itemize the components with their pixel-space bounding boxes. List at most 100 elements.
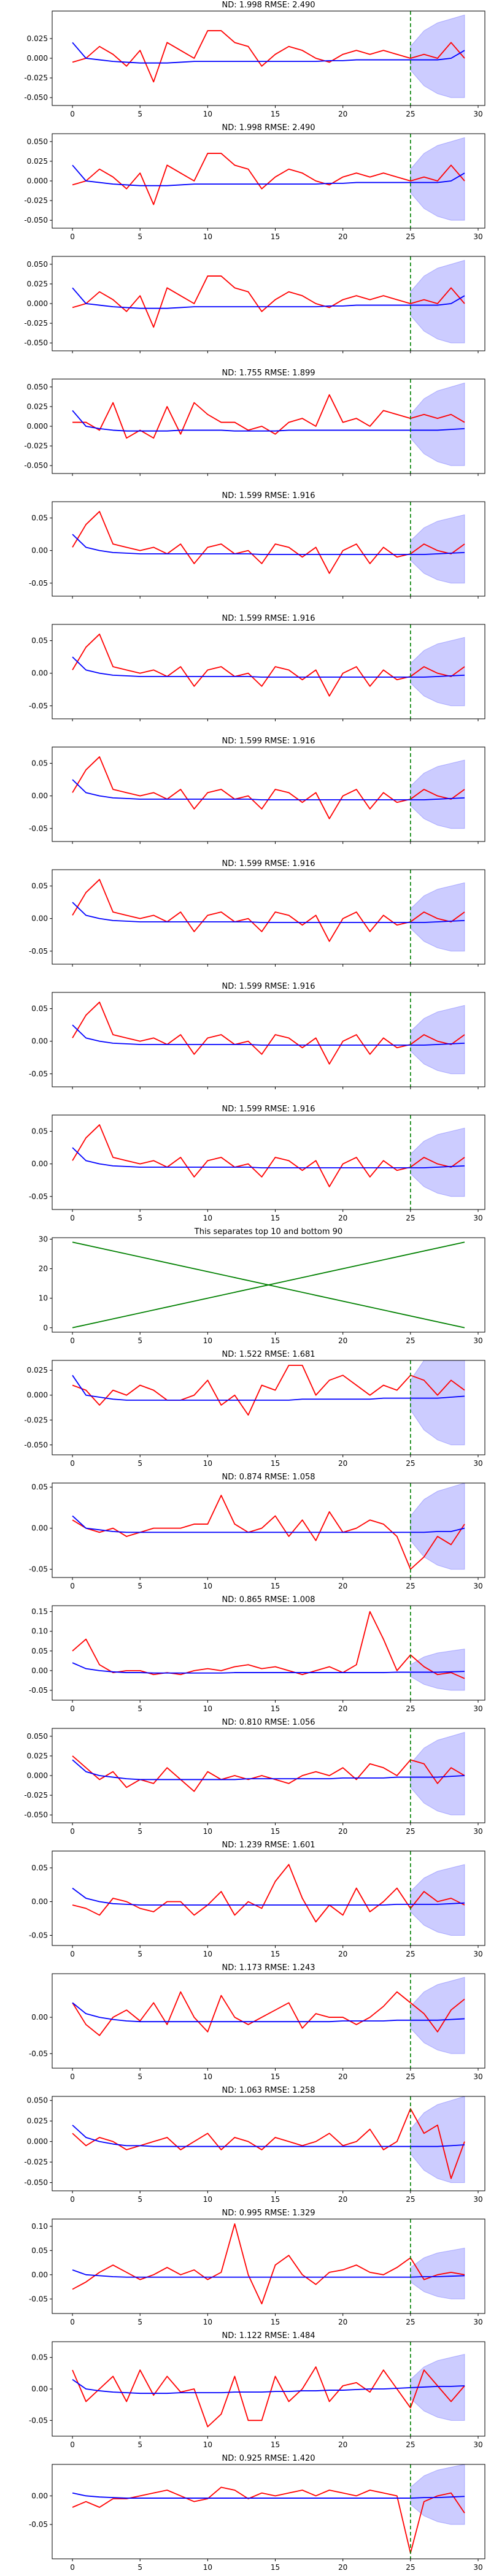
- x-tick-label: 15: [271, 110, 280, 118]
- actual-series-line: [72, 2108, 465, 2179]
- y-tick-label: -0.050: [24, 1441, 48, 1449]
- y-tick-label: -0.025: [24, 196, 48, 205]
- y-tick-label: 0.05: [31, 759, 48, 768]
- chart-title: ND: 0.995 RMSE: 1.329: [222, 2209, 315, 2218]
- x-tick-label: 25: [406, 1950, 415, 1958]
- x-tick-label: 15: [271, 1950, 280, 1958]
- prediction-series-line: [72, 1515, 465, 1533]
- x-tick-label: 15: [271, 1336, 280, 1345]
- x-tick-label: 0: [70, 1214, 75, 1222]
- x-tick-label: 25: [406, 1459, 415, 1468]
- plot-area: [72, 2219, 465, 2313]
- y-tick-label: 0.050: [27, 383, 48, 391]
- y-tick-label: 0.05: [31, 2353, 48, 2362]
- x-tick-label: 20: [338, 2563, 347, 2572]
- plot-area: [72, 1360, 465, 1455]
- axes-frame: [52, 1237, 485, 1333]
- actual-series-line: [72, 1611, 465, 1679]
- chart-svg: ND: 1.599 RMSE: 1.916 -0.05 0.00 0.05: [29, 491, 485, 599]
- x-tick-label: 25: [406, 1336, 415, 1345]
- x-tick-label: 20: [338, 2318, 347, 2326]
- plot-area: [72, 256, 465, 351]
- chart-svg: ND: 1.239 RMSE: 1.601 -0.05 0.00 0.05 0 5 10 15…: [29, 1841, 485, 1958]
- chart-title: ND: 1.755 RMSE: 1.899: [222, 369, 315, 378]
- x-tick-label: 10: [203, 1214, 212, 1222]
- x-tick-label: 0: [70, 2318, 75, 2326]
- actual-series-line: [72, 1002, 465, 1065]
- uncertainty-band: [410, 514, 465, 584]
- chart-panel: ND: 0.865 RMSE: 1.008 -0.05 0.00 0.05 0.10 0.…: [0, 1595, 491, 1717]
- x-tick-label: 5: [137, 2072, 142, 2081]
- y-tick-label: 0.000: [27, 2137, 48, 2146]
- y-tick-label: 30: [39, 1235, 48, 1243]
- x-tick-label: 5: [137, 2563, 142, 2572]
- y-tick-label: -0.05: [29, 2416, 48, 2425]
- x-tick-label: 25: [406, 1827, 415, 1836]
- prediction-series-line: [72, 2379, 465, 2394]
- x-tick-label: 30: [473, 1214, 482, 1222]
- y-tick-label: 0.00: [31, 1666, 48, 1675]
- chart-svg: ND: 1.522 RMSE: 1.681 -0.050 -0.025 0.000 0.…: [24, 1350, 485, 1468]
- y-tick-label: 0.05: [31, 1647, 48, 1655]
- prediction-series-line: [72, 1024, 465, 1046]
- x-tick-label: 0: [70, 2563, 75, 2572]
- x-tick-label: 10: [203, 1704, 212, 1713]
- uncertainty-band: [410, 1731, 465, 1815]
- x-tick-label: 15: [271, 2563, 280, 2572]
- y-tick-label: -0.05: [29, 2294, 48, 2303]
- uncertainty-band: [410, 1864, 465, 1936]
- y-tick-label: -0.050: [24, 2179, 48, 2187]
- x-tick-label: 5: [137, 1459, 142, 1468]
- uncertainty-band: [410, 637, 465, 707]
- prediction-series-line: [72, 779, 465, 800]
- plot-area: [72, 1241, 465, 1328]
- prediction-series-line: [72, 1374, 465, 1401]
- chart-title: ND: 1.063 RMSE: 1.258: [222, 2086, 315, 2095]
- axes-frame: [52, 2464, 485, 2559]
- y-tick-label: -0.025: [24, 74, 48, 82]
- y-tick-label: 0.025: [27, 157, 48, 166]
- prediction-series-line: [72, 1887, 465, 1906]
- chart-svg: ND: 1.599 RMSE: 1.916 -0.05 0.00 0.05: [29, 859, 485, 967]
- prediction-series-line: [72, 1759, 465, 1781]
- chart-svg: ND: 1.063 RMSE: 1.258 -0.050 -0.025 0.000 0.…: [24, 2086, 485, 2204]
- y-tick-label: -0.05: [29, 824, 48, 833]
- chart-panel: ND: 1.599 RMSE: 1.916 -0.05 0.00 0.05 0 5 10 15…: [0, 1104, 491, 1227]
- plot-area: [72, 502, 465, 596]
- plot-area: [72, 11, 465, 105]
- y-tick-label: 0.00: [31, 2013, 48, 2022]
- y-tick-label: -0.05: [29, 2049, 48, 2058]
- axes-frame: [52, 1605, 485, 1701]
- x-tick-label: 0: [70, 110, 75, 118]
- chart-svg: ND: 0.865 RMSE: 1.008 -0.05 0.00 0.05 0.10 0.…: [29, 1595, 485, 1713]
- chart-title: ND: 1.599 RMSE: 1.916: [222, 614, 315, 623]
- chart-svg: ND: 0.810 RMSE: 1.056 -0.050 -0.025 0.000 0.…: [24, 1718, 485, 1836]
- chart-title: ND: 1.599 RMSE: 1.916: [222, 859, 315, 868]
- chart-panel: ND: 1.755 RMSE: 1.899 -0.050 -0.025 0.000 0.…: [0, 368, 491, 491]
- axes-frame: [52, 2218, 485, 2314]
- chart-title: ND: 1.522 RMSE: 1.681: [222, 1350, 315, 1359]
- x-tick-label: 25: [406, 1214, 415, 1222]
- y-tick-label: 20: [39, 1265, 48, 1273]
- chart-panel: ND: 1.239 RMSE: 1.601 -0.05 0.00 0.05 0 5 10 15…: [0, 1840, 491, 1963]
- prediction-series-line: [72, 1147, 465, 1168]
- actual-series-line: [72, 1365, 465, 1416]
- axes-frame: [52, 1850, 485, 1946]
- actual-series-line: [72, 1864, 465, 1923]
- chart-panel: ND: 0.874 RMSE: 1.058 -0.05 0.00 0.05 0 5 10 15…: [0, 1472, 491, 1595]
- plot-area: [72, 2464, 465, 2559]
- y-tick-label: -0.05: [29, 1565, 48, 1574]
- y-tick-label: 10: [39, 1294, 48, 1303]
- x-tick-label: 25: [406, 2440, 415, 2449]
- x-tick-label: 0: [70, 232, 75, 241]
- chart-svg: ND: 1.998 RMSE: 2.490 -0.050 -0.025 0.000 0.…: [24, 1, 485, 118]
- plot-area: [72, 1483, 465, 1577]
- axes-frame: [52, 1482, 485, 1578]
- prediction-series-line: [72, 534, 465, 555]
- y-tick-label: 0.05: [31, 514, 48, 523]
- chart-title: This separates top 10 and bottom 90: [194, 1227, 342, 1236]
- chart-svg: ND: 1.755 RMSE: 1.899 -0.050 -0.025 0.000 0.…: [24, 369, 485, 476]
- x-tick-label: 25: [406, 110, 415, 118]
- actual-series-line: [72, 879, 465, 942]
